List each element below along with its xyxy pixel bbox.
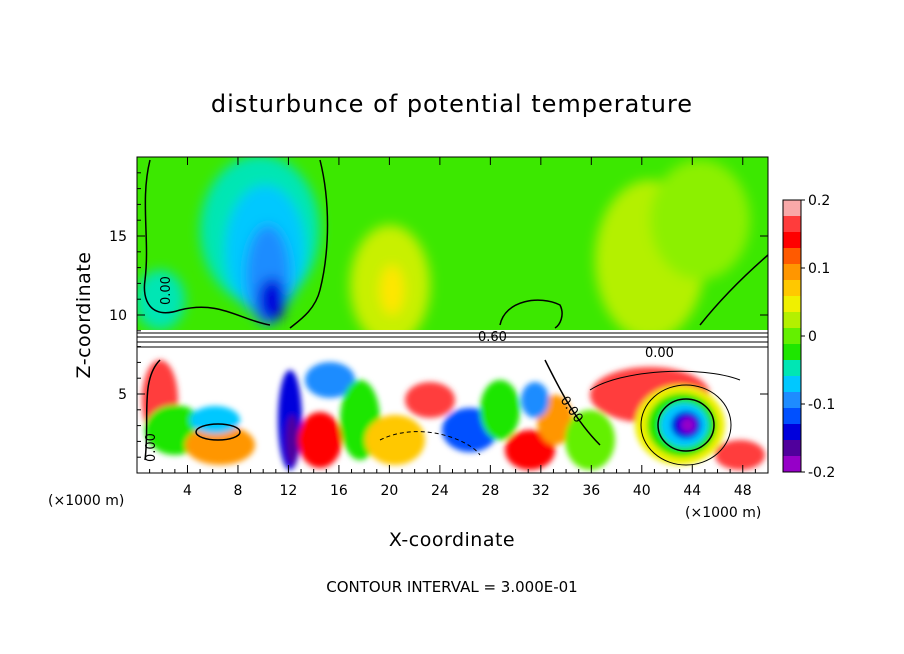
y-axis: 5 10 15	[109, 172, 768, 458]
upper-lightgreen-right	[650, 160, 750, 280]
colorbar-segment	[783, 344, 801, 361]
x-unit-left: (×1000 m)	[48, 493, 124, 509]
colorbar-segment	[783, 392, 801, 409]
x-tick-label: 28	[481, 483, 499, 499]
colorbar-segment	[783, 216, 801, 233]
x-axis-label: X-coordinate	[389, 529, 515, 551]
x-tick-label: 40	[633, 483, 651, 499]
colorbar-segment	[783, 424, 801, 441]
colorbar-segment	[783, 280, 801, 297]
lower-contour	[195, 423, 241, 441]
colorbar-tick-label: 0	[808, 329, 817, 345]
colorbar-segment	[783, 376, 801, 393]
zero-contour	[699, 254, 768, 326]
x-tick-label: 36	[582, 483, 600, 499]
lower-contour	[379, 431, 481, 456]
interface-band	[137, 330, 768, 350]
y-axis-label: Z-coordinate	[73, 252, 95, 379]
colorbar-segment	[783, 200, 801, 217]
zero-contour	[289, 159, 329, 329]
vortex-contour	[657, 398, 715, 452]
vortex-contour	[640, 384, 732, 466]
lower-blue-right	[521, 382, 549, 418]
chart-title: disturbunce of potential temperature	[211, 90, 693, 118]
colorbar-tick-label: 0.2	[808, 193, 830, 209]
colorbar-tick-label: -0.2	[808, 465, 835, 481]
colorbar-segment	[783, 312, 801, 329]
zero-contour	[499, 299, 563, 329]
y-tick-label: 5	[118, 387, 127, 403]
x-axis: 4 8 12 16 20 24 28 32 36 40 44 48	[149, 157, 756, 499]
colorbar-segment	[783, 440, 801, 457]
lower-contour	[589, 370, 741, 391]
x-tick-label: 20	[380, 483, 398, 499]
contour-interval-note: CONTOUR INTERVAL = 3.000E-01	[326, 578, 577, 596]
colorbar-segment	[783, 248, 801, 265]
lower-yellow-swirl	[365, 415, 425, 465]
x-tick-label: 32	[532, 483, 550, 499]
y-tick-label: 15	[109, 229, 127, 245]
lower-blue-arc	[305, 362, 355, 398]
x-tick-label: 16	[330, 483, 348, 499]
colorbar-tick-label: 0.1	[808, 261, 830, 277]
colorbar-segment	[783, 360, 801, 377]
lower-contour	[544, 359, 601, 446]
colorbar-segment	[783, 328, 801, 345]
x-tick-label: 48	[734, 483, 752, 499]
contour-label: 0.00	[144, 433, 159, 462]
lower-purple-core	[286, 415, 298, 465]
x-tick-label: 44	[683, 483, 701, 499]
lower-red-bottom-right	[715, 440, 765, 470]
zero-contour	[143, 159, 271, 326]
upper-yellow-core-left	[380, 265, 404, 315]
lower-red-swirl	[298, 412, 342, 468]
contour-label: 0.60	[478, 330, 507, 345]
lower-vortex-purple	[681, 418, 695, 432]
x-unit-right: (×1000 m)	[685, 505, 761, 521]
colorbar-segment	[783, 456, 801, 473]
lower-red-center	[405, 382, 455, 418]
colorbar-segment	[783, 408, 801, 425]
lower-green-far-right	[565, 410, 615, 470]
contour-labels: 0.00 0.00 0.60 0.00 0.00	[144, 276, 674, 462]
upper-darkblue-core	[258, 278, 286, 322]
x-tick-label: 8	[233, 483, 242, 499]
lower-red-right	[505, 430, 555, 470]
colorbar: 0.2 0.1 0 -0.1 -0.2	[782, 193, 835, 481]
heatmap-field	[137, 157, 768, 473]
upper-teal-patch	[137, 270, 185, 330]
lower-contour	[144, 359, 161, 461]
contour-label: 0.00	[645, 346, 674, 361]
contour-label: 0.00	[159, 276, 174, 305]
colorbar-segment	[783, 232, 801, 249]
colorbar-tick-label: -0.1	[808, 397, 835, 413]
lower-green-center	[480, 380, 520, 440]
x-tick-label: 4	[183, 483, 192, 499]
x-tick-label: 12	[280, 483, 298, 499]
y-tick-label: 10	[109, 308, 127, 324]
colorbar-segment	[783, 264, 801, 281]
x-tick-label: 24	[431, 483, 449, 499]
colorbar-segment	[783, 296, 801, 313]
